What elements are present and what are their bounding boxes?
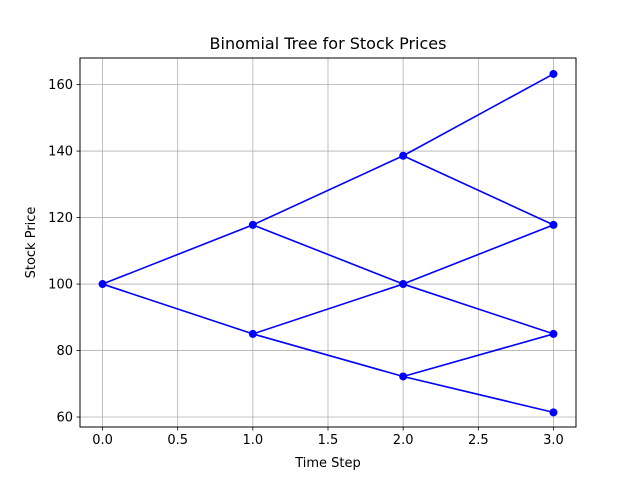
- y-axis-label: Stock Price: [24, 207, 39, 279]
- tree-node-point: [399, 280, 408, 289]
- y-axis-ticks: 60 80 100 120 140 160: [48, 78, 80, 426]
- tree-node-point: [549, 408, 558, 417]
- x-axis-label: Time Step: [294, 456, 361, 471]
- tree-node-point: [549, 329, 558, 338]
- grid-lines: [80, 58, 576, 427]
- tree-edge: [402, 155, 554, 226]
- tree-node-point: [98, 280, 107, 289]
- tree-edge: [102, 283, 254, 335]
- x-tick-label: 3.0: [543, 433, 564, 448]
- x-tick-label: 1.5: [318, 433, 339, 448]
- y-tick-label: 60: [56, 411, 73, 426]
- tree-edge: [402, 375, 554, 414]
- tree-node-point: [399, 151, 408, 160]
- y-tick-label: 120: [48, 211, 73, 226]
- x-tick-label: 1.0: [243, 433, 264, 448]
- tree-node-point: [248, 220, 257, 229]
- tree-edge: [252, 283, 404, 335]
- tree-edge: [402, 224, 554, 285]
- y-tick-label: 80: [56, 344, 73, 359]
- tree-edge: [252, 155, 404, 226]
- tree-edges: [102, 73, 554, 414]
- tree-node-point: [549, 220, 558, 229]
- tree-edge: [402, 73, 554, 157]
- tree-edge: [252, 224, 404, 285]
- tree-node-point: [399, 372, 408, 381]
- y-tick-label: 140: [48, 145, 73, 160]
- y-tick-label: 160: [48, 78, 73, 93]
- tree-edge: [402, 333, 554, 378]
- x-axis-ticks: 0.0 0.5 1.0 1.5 2.0 2.5 3.0: [92, 427, 564, 448]
- tree-nodes: [98, 69, 558, 417]
- tree-edge: [252, 333, 404, 378]
- x-tick-label: 2.0: [393, 433, 414, 448]
- x-tick-label: 2.5: [468, 433, 489, 448]
- tree-node-point: [549, 69, 558, 78]
- chart-title: Binomial Tree for Stock Prices: [210, 34, 447, 53]
- tree-edge: [402, 283, 554, 335]
- tree-edge: [102, 224, 254, 285]
- x-tick-label: 0.5: [167, 433, 188, 448]
- x-tick-label: 0.0: [92, 433, 113, 448]
- y-tick-label: 100: [48, 278, 73, 293]
- tree-node-point: [248, 329, 257, 338]
